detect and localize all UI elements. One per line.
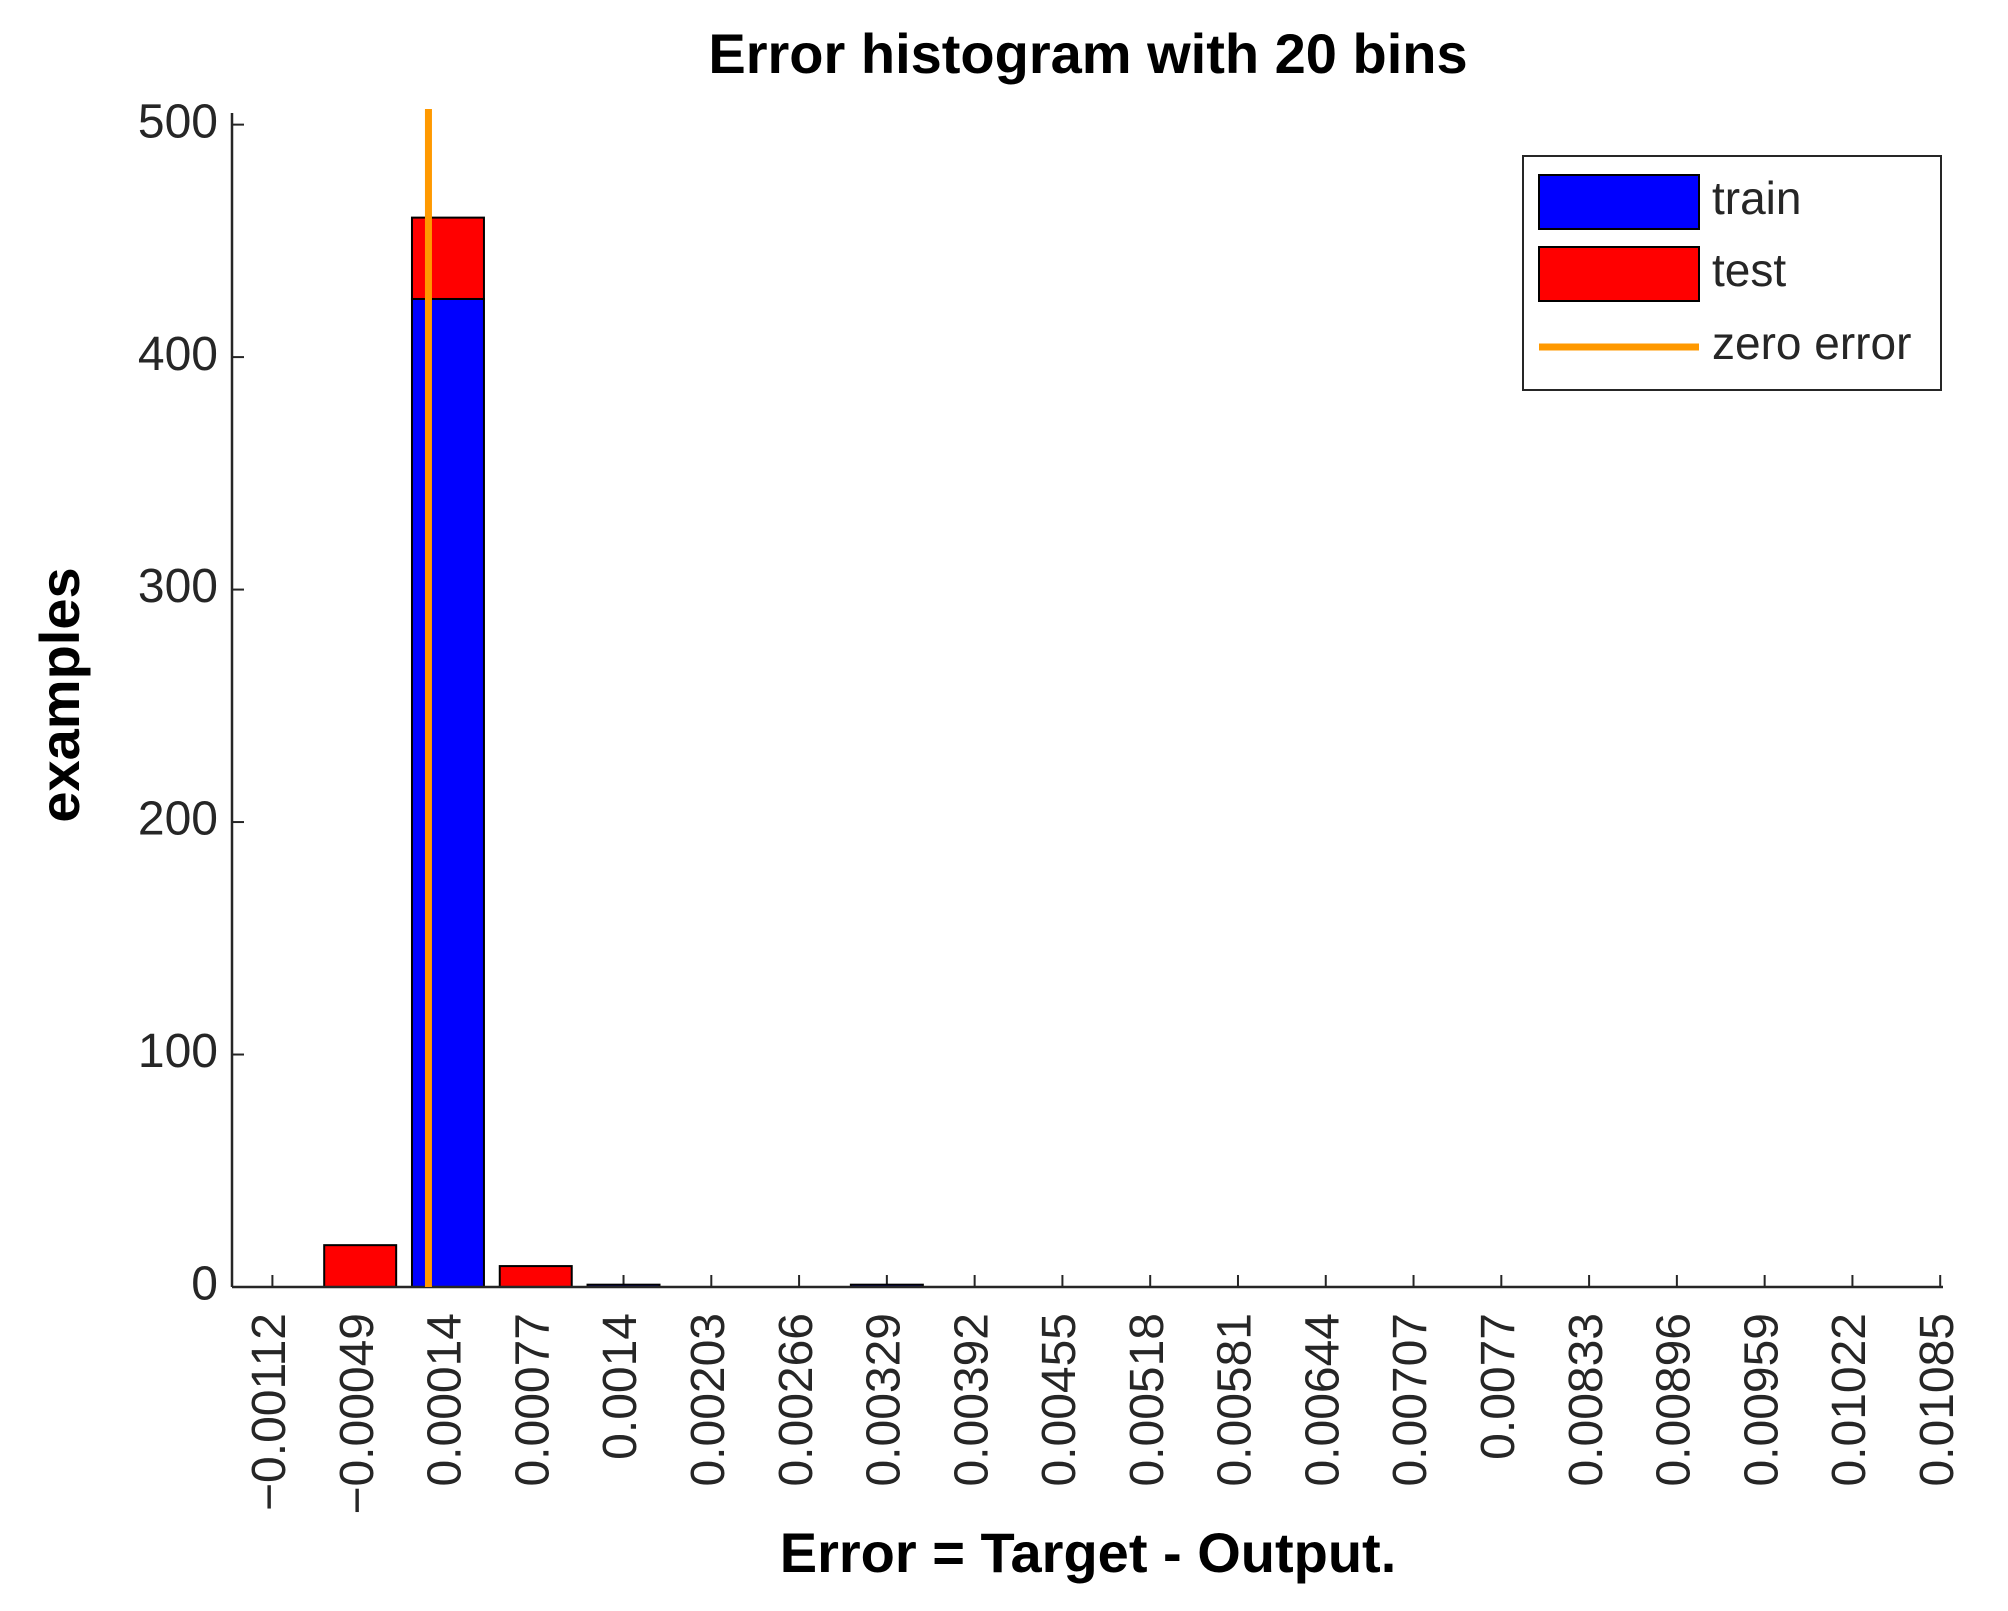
chart-title: Error histogram with 20 bins	[708, 22, 1467, 85]
x-tick-label: 0.00392	[945, 1313, 998, 1487]
legend-swatch	[1538, 246, 1700, 302]
x-axis-title: Error = Target - Output.	[780, 1521, 1397, 1584]
x-tick-label: 0.01085	[1911, 1313, 1964, 1487]
x-tick-label: 0.00014	[419, 1313, 472, 1487]
y-tick-label: 0	[191, 1258, 218, 1311]
bar	[410, 297, 485, 1288]
x-tick-label: −0.00049	[331, 1313, 384, 1515]
y-axis-title: examples	[28, 567, 91, 822]
x-tick-label: 0.00203	[682, 1313, 735, 1487]
x-tick-label: 0.00518	[1121, 1313, 1174, 1487]
legend-label: zero error	[1712, 317, 1911, 369]
x-tick-label: −0.00112	[243, 1313, 296, 1511]
x-tick-label: 0.00896	[1648, 1313, 1701, 1487]
y-tick-label: 400	[138, 328, 218, 381]
x-tick-label: 0.00833	[1560, 1313, 1613, 1487]
x-tick-label: 0.00266	[770, 1313, 823, 1487]
x-tick-label: 0.0014	[594, 1313, 647, 1460]
y-tick-label: 300	[138, 560, 218, 613]
x-tick-label: 0.00959	[1735, 1313, 1788, 1487]
x-tick-label: 0.00455	[1033, 1313, 1086, 1487]
x-tick-label: 0.00581	[1209, 1313, 1262, 1487]
bar	[323, 1244, 398, 1288]
x-tick-label: 0.00329	[858, 1313, 911, 1487]
x-tick-label: 0.00077	[506, 1313, 559, 1487]
bar	[410, 216, 485, 300]
y-tick-label: 500	[138, 95, 218, 148]
x-tick-label: 0.01022	[1823, 1313, 1876, 1487]
bar	[498, 1265, 573, 1289]
legend-label: train	[1712, 172, 1801, 224]
y-tick-label: 200	[138, 793, 218, 846]
legend-label: test	[1712, 244, 1786, 296]
legend-swatch	[1538, 174, 1700, 230]
x-tick-label: 0.0077	[1472, 1313, 1525, 1460]
x-tick-label: 0.00644	[1296, 1313, 1349, 1487]
x-tick-label: 0.00707	[1384, 1313, 1437, 1487]
y-tick-label: 100	[138, 1025, 218, 1078]
